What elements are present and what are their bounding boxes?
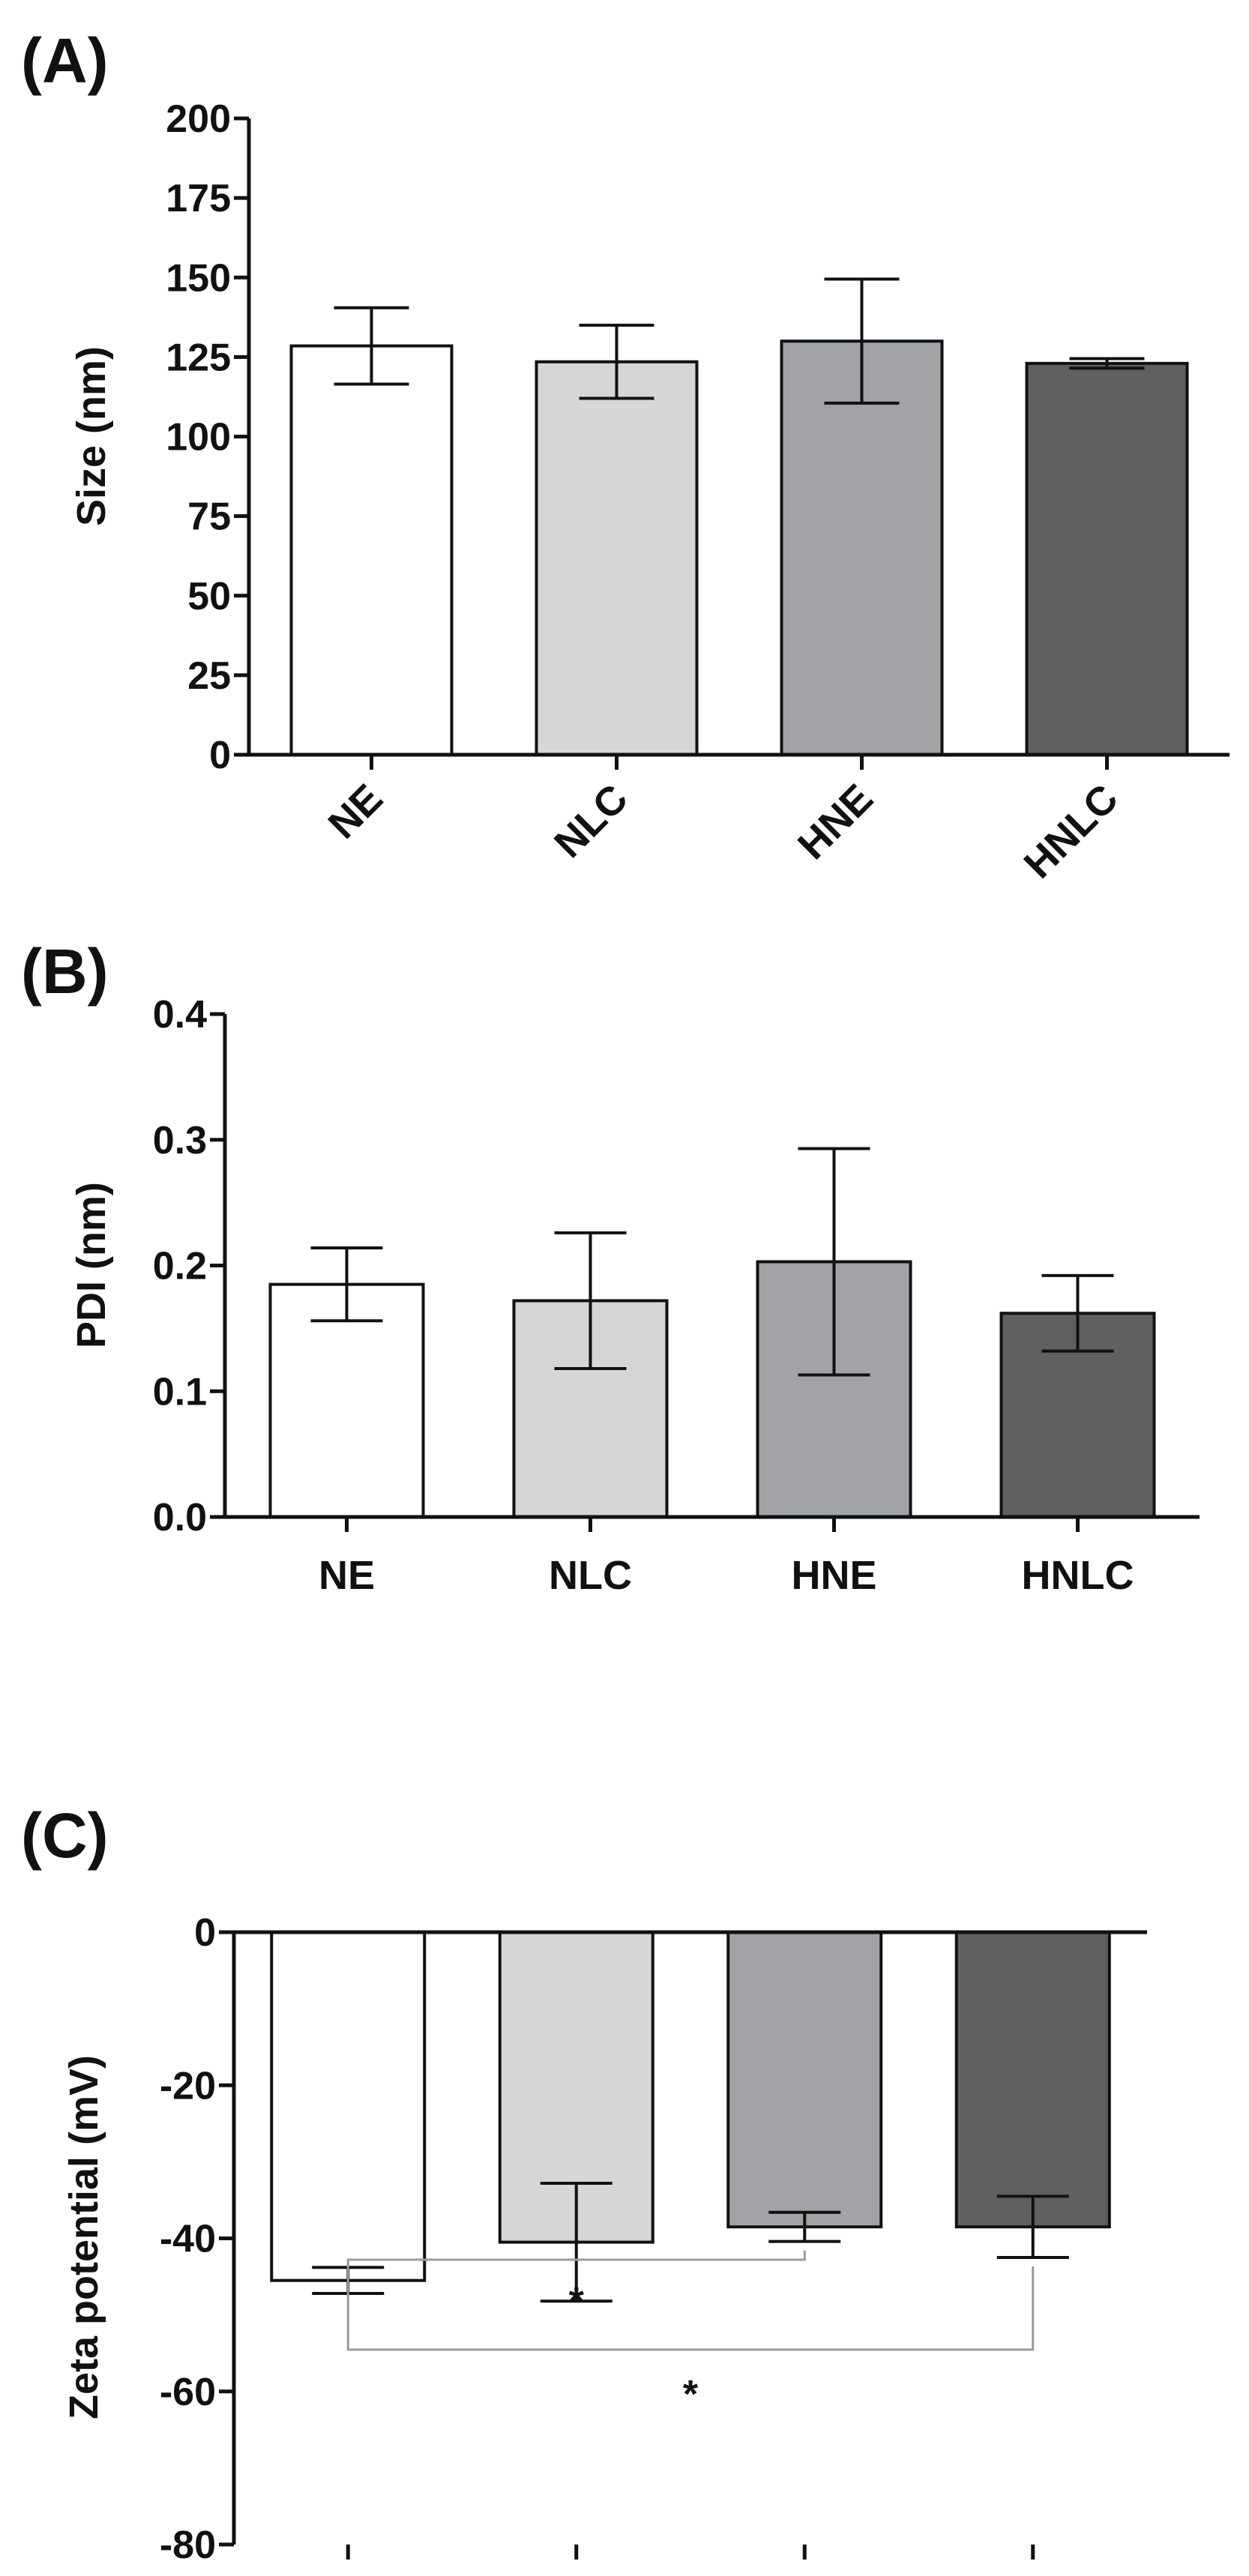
y-tick-label: 75 <box>187 495 231 539</box>
error-bar-hnlc <box>996 2195 1069 2260</box>
y-tick-label: -80 <box>160 2524 216 2567</box>
y-tick-label: 0 <box>194 1911 216 1955</box>
error-bar-nlc <box>579 323 654 400</box>
y-tick-label: 125 <box>166 336 231 379</box>
bar-ne <box>268 1282 425 1518</box>
error-bar-nlc <box>554 1231 627 1371</box>
significance-bracket-line <box>346 2266 1035 2351</box>
x-tick-label-hne: HNE <box>791 1553 876 1598</box>
y-tick-label: -20 <box>160 2064 216 2108</box>
y-tick-label: 0 <box>209 734 231 777</box>
error-bar-hne <box>798 1147 870 1377</box>
error-bar-hnlc <box>1069 357 1145 370</box>
significance-star: * <box>569 2280 585 2323</box>
bar-hne <box>780 340 944 756</box>
y-tick-label: 150 <box>166 256 231 300</box>
y-tick-label: -40 <box>160 2218 216 2261</box>
y-tick-label: 0.2 <box>153 1245 207 1288</box>
significance-bracket <box>346 2266 1035 2351</box>
bar-hnlc <box>1025 361 1189 756</box>
bar-hnlc <box>954 1931 1111 2229</box>
error-bar-hne <box>768 2210 841 2243</box>
chart-panel-a: (A) Size (nm) 0 25 50 75 100 125 150 175 200 NE NLC H… <box>21 25 1230 887</box>
panel-label: (B) <box>21 936 109 1007</box>
error-bar-ne <box>334 306 409 386</box>
significance-star: * <box>683 2373 699 2416</box>
error-bar-hnlc <box>1041 1273 1114 1353</box>
significance-bracket-line <box>346 2250 806 2303</box>
y-tick-label: 175 <box>166 177 231 220</box>
bar-nlc <box>535 360 699 756</box>
y-tick-label: 0.1 <box>153 1370 207 1414</box>
y-tick-label: 25 <box>187 654 231 698</box>
y-axis-title: Zeta potential (mV) <box>61 2055 106 2419</box>
y-tick-label: 50 <box>187 575 231 618</box>
error-bar-hne <box>824 277 900 405</box>
significance-bracket <box>346 2250 806 2303</box>
chart-panel-b: (B) PDI (nm) 0.0 0.1 0.2 0.3 0.4 NE NLC HNE HNLC <box>21 936 1200 1598</box>
y-tick-label: 0.3 <box>153 1119 207 1162</box>
x-tick-label-hne: HNE <box>789 776 882 868</box>
bar-ne <box>289 344 454 756</box>
y-tick-label: 0.4 <box>153 993 207 1037</box>
x-tick-label-hnlc: HNLC <box>1016 776 1127 887</box>
x-tick-label-nlc: NLC <box>546 776 636 866</box>
x-tick-label-nlc: NLC <box>549 1553 632 1598</box>
y-tick-label: 200 <box>166 97 231 141</box>
y-tick-label: 100 <box>166 416 231 459</box>
y-axis-title: Size (nm) <box>69 346 114 526</box>
x-tick-label-ne: NE <box>319 1553 375 1598</box>
x-tick-label-ne: NE <box>320 776 391 847</box>
y-tick-label: 0.0 <box>153 1496 207 1539</box>
bar-hne <box>726 1931 883 2229</box>
error-bar-nlc <box>540 2181 613 2303</box>
y-tick-label: -60 <box>160 2371 216 2414</box>
error-bar-ne <box>310 1246 383 1323</box>
y-axis-title: PDI (nm) <box>69 1182 114 1348</box>
x-tick-label-hnlc: HNLC <box>1022 1553 1134 1598</box>
bar-ne <box>270 1931 427 2282</box>
panel-label: (A) <box>21 25 109 96</box>
chart-panel-c: (C)Zeta potential (mV)-80-60-40-200NENLC… <box>21 1800 1147 2567</box>
panel-label: (C) <box>21 1800 109 1871</box>
